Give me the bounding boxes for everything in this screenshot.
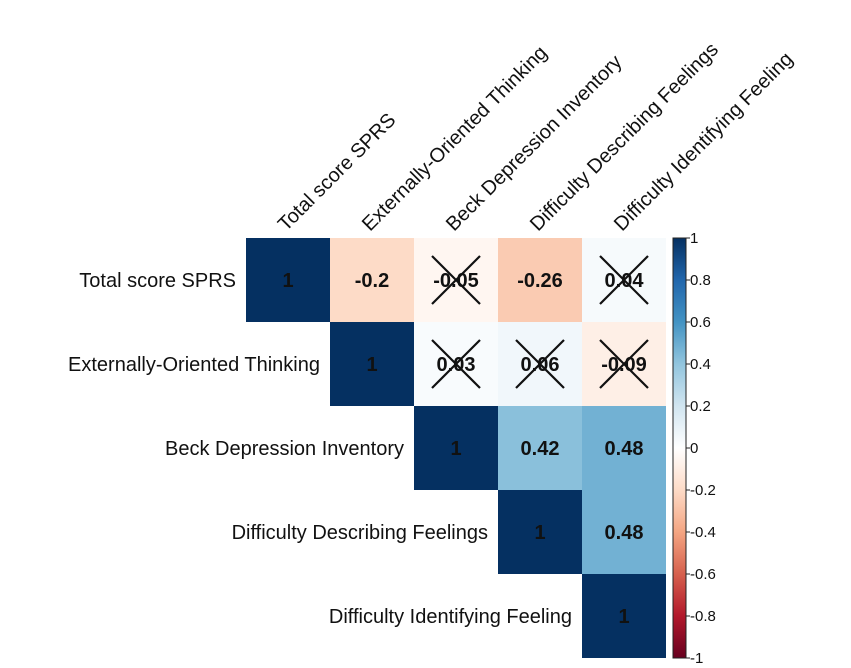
cell-0-0: 1 (246, 238, 330, 322)
cell-value-label: 0.48 (605, 438, 644, 460)
cell-value-label: 0.42 (521, 438, 560, 460)
colorbar-tick-label: 0.4 (690, 356, 711, 373)
cell-value-label: 1 (282, 270, 293, 292)
colorbar-tick-label: -0.8 (690, 608, 716, 625)
cell-value-label: -0.2 (355, 270, 389, 292)
colorbar-tick-label: -0.2 (690, 482, 716, 499)
cell-3-4: 0.48 (582, 490, 666, 574)
nonsignificant-cross-mark (599, 255, 649, 305)
colorbar: 1 0.8 0.6 0.4 0.2 0 -0.2 -0.4 -0.6 -0.8 -1 (672, 230, 716, 667)
row-label: Difficulty Identifying Feeling (329, 606, 572, 628)
cell-value-label: 1 (534, 522, 545, 544)
colorbar-tick-label: 1 (690, 230, 698, 247)
nonsignificant-cross-mark (599, 339, 649, 389)
cell-value-label: 1 (366, 354, 377, 376)
cell-rect (582, 406, 666, 490)
colorbar-tick-label: -0.4 (690, 524, 716, 541)
cell-rect (582, 490, 666, 574)
cell-1-1: 1 (330, 322, 414, 406)
cells-layer: 1 -0.2 -0.05 -0.26 0.04 1 0.030.06-0.09 1 0.42 0.… (246, 238, 666, 658)
row-label: Beck Depression Inventory (165, 438, 404, 460)
cell-rect (582, 574, 666, 658)
row-labels: Total score SPRS Externally-Oriented Thin… (68, 270, 572, 628)
cell-2-2: 1 (414, 406, 498, 490)
cell-1-2: 0.03 (414, 322, 498, 406)
cell-2-3: 0.42 (498, 406, 582, 490)
cell-0-2: -0.05 (414, 238, 498, 322)
cell-rect (498, 490, 582, 574)
colorbar-gradient (672, 237, 687, 659)
cell-rect (330, 238, 414, 322)
cell-4-4: 1 (582, 574, 666, 658)
cell-0-4: 0.04 (582, 238, 666, 322)
cell-2-4: 0.48 (582, 406, 666, 490)
cell-value-label: 1 (618, 606, 629, 628)
cell-value-label: 0.48 (605, 522, 644, 544)
cell-rect (414, 406, 498, 490)
colorbar-tick-label: -0.6 (690, 566, 716, 583)
row-label: Difficulty Describing Feelings (232, 522, 488, 544)
colorbar-tick-label: 0.2 (690, 398, 711, 415)
colorbar-tick-label: -1 (690, 650, 703, 667)
cell-value-label: 1 (450, 438, 461, 460)
cell-0-3: -0.26 (498, 238, 582, 322)
cell-0-1: -0.2 (330, 238, 414, 322)
colorbar-tick-label: 0.6 (690, 314, 711, 331)
column-label: Beck Depression Inventory (442, 51, 627, 236)
cell-rect (246, 238, 330, 322)
cell-rect (498, 238, 582, 322)
cell-1-3: 0.06 (498, 322, 582, 406)
colorbar-tick-label: 0 (690, 440, 698, 457)
cell-value-label: -0.26 (517, 270, 563, 292)
nonsignificant-cross-mark (515, 339, 565, 389)
cell-rect (330, 322, 414, 406)
colorbar-tick-label: 0.8 (690, 272, 711, 289)
cell-rect (498, 406, 582, 490)
cell-1-4: -0.09 (582, 322, 666, 406)
nonsignificant-cross-mark (431, 255, 481, 305)
row-label: Externally-Oriented Thinking (68, 354, 320, 376)
cell-3-3: 1 (498, 490, 582, 574)
row-label: Total score SPRS (79, 270, 236, 292)
column-label: Difficulty Identifying Feeling (610, 48, 797, 235)
nonsignificant-cross-mark (431, 339, 481, 389)
